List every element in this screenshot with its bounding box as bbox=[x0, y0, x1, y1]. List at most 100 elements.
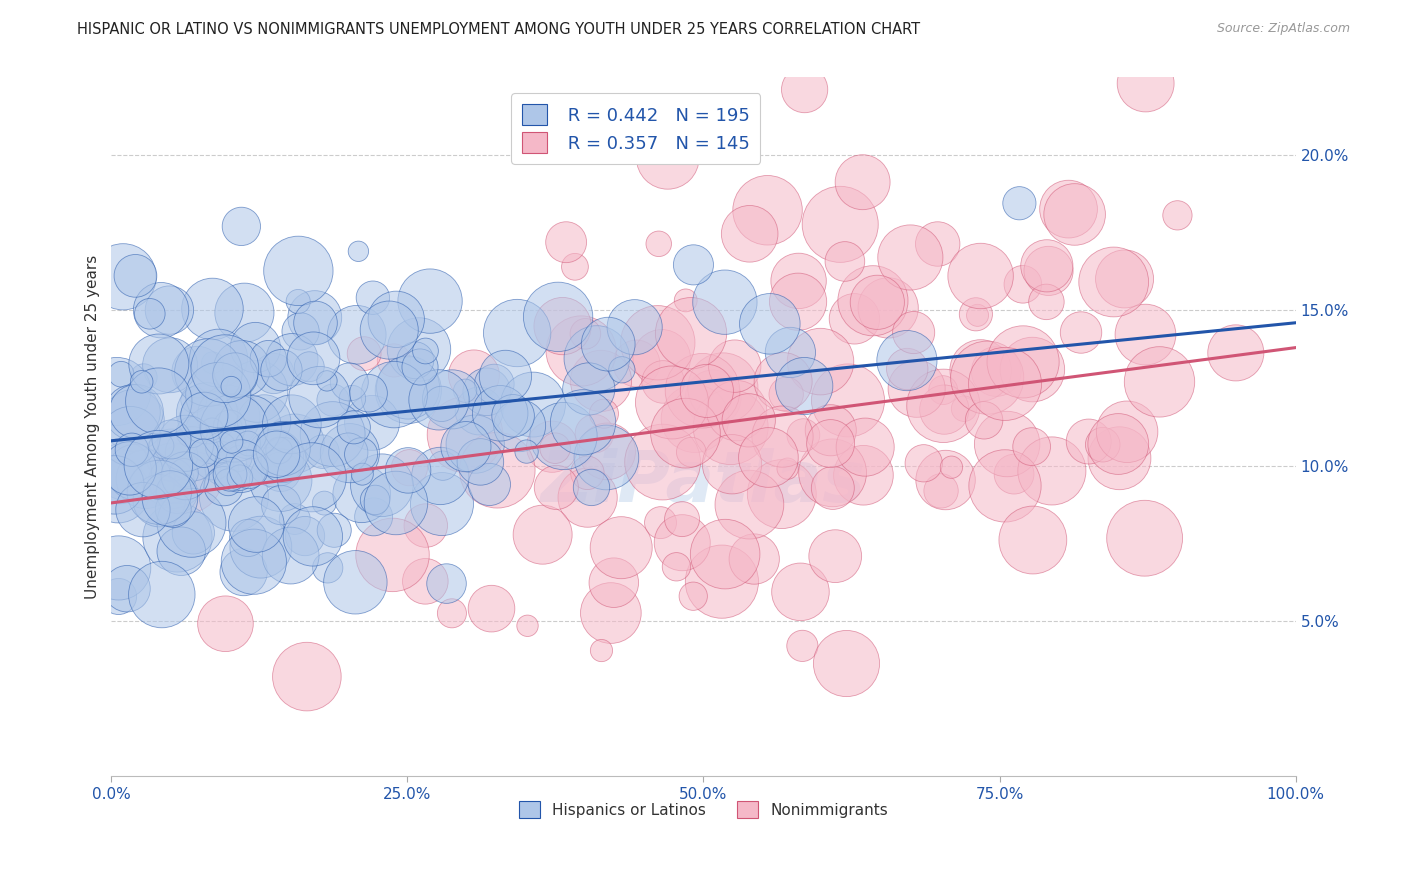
Point bbox=[238, 420, 260, 434]
Point bbox=[122, 413, 145, 427]
Point bbox=[756, 203, 779, 218]
Point bbox=[181, 447, 204, 461]
Point bbox=[290, 325, 312, 339]
Point bbox=[934, 402, 956, 417]
Point bbox=[470, 455, 492, 469]
Point bbox=[976, 370, 998, 384]
Point bbox=[682, 258, 704, 272]
Point bbox=[231, 219, 253, 234]
Point bbox=[385, 312, 408, 326]
Point bbox=[502, 409, 524, 423]
Point bbox=[364, 492, 387, 507]
Point bbox=[877, 301, 900, 315]
Point bbox=[585, 351, 607, 366]
Point bbox=[398, 460, 420, 475]
Point bbox=[935, 473, 957, 487]
Point bbox=[994, 479, 1017, 493]
Point bbox=[173, 466, 195, 480]
Point bbox=[124, 268, 146, 283]
Point bbox=[301, 470, 323, 484]
Point bbox=[350, 487, 373, 501]
Point bbox=[139, 307, 162, 321]
Point bbox=[792, 639, 814, 653]
Point bbox=[174, 468, 197, 483]
Point bbox=[665, 559, 688, 574]
Point bbox=[266, 447, 288, 461]
Point bbox=[759, 317, 782, 331]
Point bbox=[1021, 362, 1043, 376]
Point bbox=[217, 475, 239, 490]
Point bbox=[269, 443, 291, 458]
Point bbox=[1135, 327, 1157, 342]
Point bbox=[432, 458, 454, 473]
Point bbox=[1135, 77, 1157, 91]
Point bbox=[396, 380, 419, 394]
Point bbox=[120, 429, 142, 443]
Point bbox=[270, 465, 292, 479]
Point bbox=[396, 463, 419, 477]
Point bbox=[166, 485, 188, 500]
Point bbox=[361, 416, 384, 430]
Point bbox=[681, 445, 703, 459]
Point bbox=[219, 467, 242, 482]
Point bbox=[776, 461, 799, 475]
Point bbox=[486, 463, 509, 477]
Point bbox=[758, 450, 780, 465]
Point bbox=[209, 441, 232, 455]
Point bbox=[581, 480, 603, 494]
Point bbox=[1116, 425, 1139, 439]
Point bbox=[415, 574, 437, 589]
Point bbox=[516, 619, 538, 633]
Point bbox=[1133, 531, 1156, 545]
Point bbox=[738, 413, 761, 427]
Point bbox=[516, 444, 538, 458]
Point bbox=[1225, 346, 1247, 360]
Point bbox=[927, 237, 949, 252]
Point bbox=[478, 477, 501, 491]
Point bbox=[107, 590, 129, 604]
Point bbox=[284, 512, 307, 526]
Point bbox=[339, 446, 361, 460]
Point bbox=[546, 480, 568, 494]
Point bbox=[787, 274, 810, 288]
Point bbox=[222, 490, 245, 504]
Point bbox=[322, 393, 344, 408]
Point bbox=[344, 575, 367, 590]
Point bbox=[121, 405, 143, 419]
Point bbox=[212, 479, 235, 493]
Point bbox=[714, 547, 737, 561]
Point bbox=[610, 541, 633, 555]
Point bbox=[316, 561, 339, 575]
Point bbox=[195, 406, 218, 420]
Point bbox=[294, 529, 316, 543]
Point bbox=[1002, 467, 1025, 482]
Point bbox=[396, 384, 419, 398]
Point bbox=[322, 427, 344, 442]
Point bbox=[564, 260, 586, 274]
Point bbox=[1036, 259, 1059, 273]
Point bbox=[898, 251, 921, 265]
Point bbox=[236, 436, 259, 450]
Point bbox=[440, 392, 463, 407]
Point bbox=[148, 458, 170, 472]
Point bbox=[301, 529, 323, 543]
Point bbox=[821, 466, 844, 480]
Point bbox=[162, 502, 184, 516]
Point bbox=[408, 343, 430, 357]
Point bbox=[820, 423, 842, 437]
Point bbox=[623, 320, 645, 334]
Point bbox=[121, 442, 143, 457]
Point bbox=[238, 462, 260, 476]
Point bbox=[245, 341, 267, 355]
Point bbox=[207, 388, 229, 402]
Point bbox=[932, 383, 955, 397]
Point bbox=[347, 244, 370, 259]
Point bbox=[692, 384, 714, 398]
Point bbox=[651, 455, 673, 469]
Point bbox=[866, 295, 889, 310]
Point bbox=[603, 575, 626, 590]
Point bbox=[1035, 294, 1057, 309]
Point bbox=[494, 369, 516, 384]
Point bbox=[211, 461, 233, 475]
Point bbox=[738, 498, 761, 512]
